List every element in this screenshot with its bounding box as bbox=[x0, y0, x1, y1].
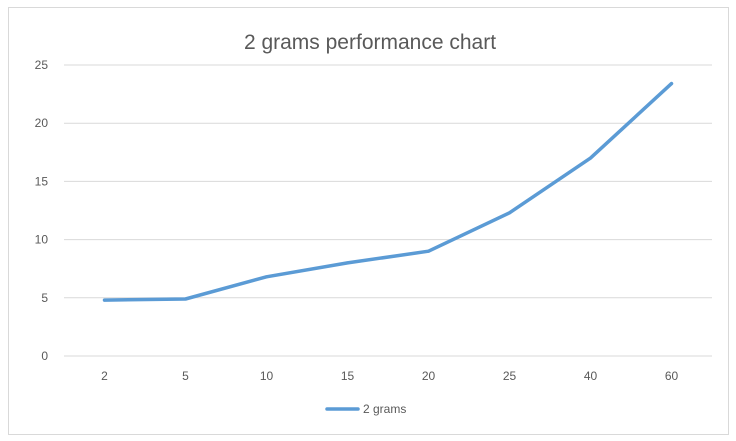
x-tick-label: 60 bbox=[665, 369, 679, 383]
series-line-2-grams bbox=[102, 81, 674, 302]
x-axis-ticks: 2 5 10 15 20 25 40 60 bbox=[101, 369, 678, 383]
data-point bbox=[103, 298, 106, 302]
y-tick-label: 15 bbox=[35, 174, 49, 188]
legend: 2 grams bbox=[325, 402, 406, 416]
data-point bbox=[589, 156, 592, 160]
gridlines bbox=[64, 64, 712, 357]
y-tick-label: 25 bbox=[35, 58, 49, 72]
x-tick-label: 15 bbox=[341, 369, 355, 383]
x-tick-label: 40 bbox=[584, 369, 598, 383]
data-point bbox=[265, 275, 268, 279]
data-point bbox=[670, 82, 673, 86]
x-tick-label: 10 bbox=[260, 369, 274, 383]
y-tick-label: 5 bbox=[41, 291, 48, 305]
chart-title: 2 grams performance chart bbox=[244, 31, 496, 54]
data-point bbox=[346, 261, 349, 265]
y-axis-ticks: 0 5 10 15 20 25 bbox=[35, 58, 49, 363]
y-tick-label: 20 bbox=[35, 116, 49, 130]
y-tick-label: 0 bbox=[41, 349, 48, 363]
series-layer bbox=[102, 81, 674, 302]
x-tick-label: 5 bbox=[182, 369, 189, 383]
data-point bbox=[184, 297, 187, 301]
y-tick-label: 10 bbox=[35, 233, 49, 247]
data-point bbox=[427, 249, 430, 253]
x-tick-label: 25 bbox=[503, 369, 517, 383]
legend-label-2-grams: 2 grams bbox=[363, 402, 406, 416]
chart-frame bbox=[8, 7, 729, 435]
data-point bbox=[508, 211, 511, 215]
x-tick-label: 20 bbox=[422, 369, 436, 383]
x-tick-label: 2 bbox=[101, 369, 108, 383]
